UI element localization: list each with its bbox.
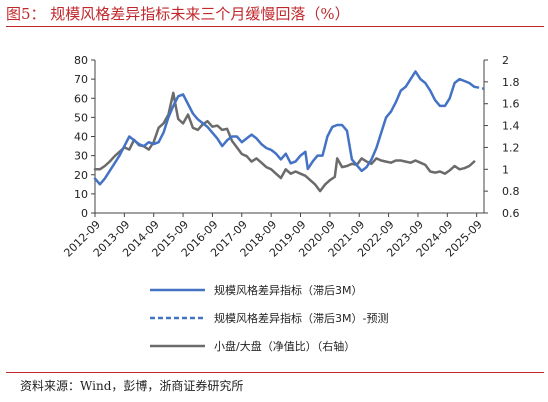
y-left-tick-label: 20: [74, 169, 88, 182]
y-left-tick-label: 50: [74, 111, 88, 124]
series-line-small-large-ratio: [93, 91, 476, 193]
y-right-tick-label: 1.8: [502, 76, 520, 89]
y-right-tick-label: 1.4: [502, 120, 520, 133]
y-left-tick-label: 60: [74, 92, 88, 105]
figure-title: 图5： 规模风格差异指标未来三个月缓慢回落（%）: [6, 5, 350, 23]
y-right-tick-label: 1.2: [502, 141, 520, 154]
y-left-tick-label: 70: [74, 73, 88, 86]
y-right-tick-label: 1: [502, 163, 509, 176]
y-right-tick-label: 0.6: [502, 207, 520, 220]
chart-legend: 规模风格差异指标（滞后3M） 规模风格差异指标（滞后3M）-预测小盘/大盘（净值比…: [150, 283, 388, 353]
title-divider: [6, 26, 544, 27]
y-left-tick-label: 10: [74, 188, 88, 201]
y-left-tick-label: 30: [74, 150, 88, 163]
legend-label: 小盘/大盘（净值比）（右轴）: [214, 339, 355, 353]
chart-axes: 010203040506070800.60.811.21.41.61.82201…: [61, 54, 519, 260]
legend-label: 规模风格差异指标（滞后3M）-预测: [214, 311, 388, 325]
line-chart: 010203040506070800.60.811.21.41.61.82201…: [61, 54, 519, 353]
source-note: 资料来源：Wind，彭博，浙商证券研究所: [20, 379, 244, 393]
series-line-size-style-diff: [93, 70, 476, 186]
y-right-tick-label: 0.8: [502, 185, 520, 198]
source-divider: [6, 372, 544, 373]
series-line-size-style-diff-forecast: [473, 85, 485, 90]
y-left-tick-label: 80: [74, 54, 88, 67]
y-right-tick-label: 1.6: [502, 98, 520, 111]
y-left-tick-label: 0: [81, 207, 88, 220]
legend-label: 规模风格差异指标（滞后3M）: [214, 283, 363, 297]
y-left-tick-label: 40: [74, 131, 88, 144]
chart-series: [93, 70, 485, 193]
y-right-tick-label: 2: [502, 54, 509, 67]
